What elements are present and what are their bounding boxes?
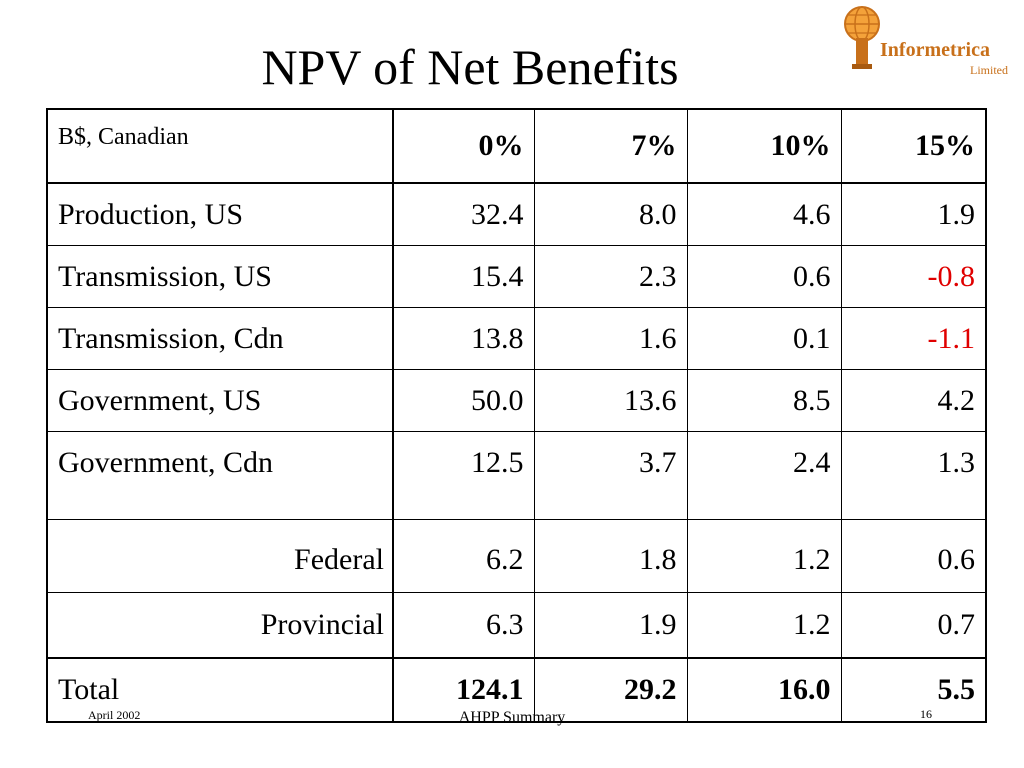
table-cell: 4.2 (840, 369, 987, 432)
table-cell-negative: -1.1 (840, 307, 987, 370)
row-label: Transmission, Cdn (46, 307, 394, 370)
table-cell-total: 16.0 (686, 657, 842, 723)
table-row: Transmission, US 15.4 2.3 0.6 -0.8 (46, 245, 987, 308)
table-cell: 1.6 (533, 307, 688, 370)
logo-subtitle: Limited (970, 63, 1008, 77)
table-cell: 32.4 (392, 182, 535, 246)
row-label: Total (46, 657, 394, 723)
table-row: Provincial 6.3 1.9 1.2 0.7 (46, 592, 987, 659)
table-cell: 4.6 (686, 182, 842, 246)
footer-title: AHPP Summary (458, 709, 566, 726)
slide-title: NPV of Net Benefits (261, 39, 679, 95)
table-cell: 0.6 (686, 245, 842, 308)
column-header: 7% (533, 108, 688, 184)
table-row: Transmission, Cdn 13.8 1.6 0.1 -1.1 (46, 307, 987, 370)
table-cell-negative: -0.8 (840, 245, 987, 308)
unit-label: B$, Canadian (46, 108, 394, 184)
table-cell: 13.6 (533, 369, 688, 432)
row-label: Government, US (46, 369, 394, 432)
globe-pillar-icon (844, 6, 880, 69)
page-number: 16 (920, 707, 932, 721)
table-cell: 13.8 (392, 307, 535, 370)
table-cell: 0.6 (840, 519, 987, 593)
table-cell: 1.9 (533, 592, 688, 659)
table-cell: 2.4 (686, 431, 842, 520)
table-cell: 6.3 (392, 592, 535, 659)
column-header: 10% (686, 108, 842, 184)
table-cell: 2.3 (533, 245, 688, 308)
table-header-row: B$, Canadian 0% 7% 10% 15% (46, 108, 987, 184)
table-row: Government, Cdn 12.5 3.7 2.4 1.3 (46, 431, 987, 520)
table-cell: 15.4 (392, 245, 535, 308)
table-cell: 0.1 (686, 307, 842, 370)
table-cell: 1.9 (840, 182, 987, 246)
table-cell: 1.3 (840, 431, 987, 520)
table-cell: 1.2 (686, 592, 842, 659)
row-label: Provincial (46, 592, 394, 659)
table-cell: 6.2 (392, 519, 535, 593)
table-cell-total: 5.5 (840, 657, 987, 723)
row-label: Government, Cdn (46, 431, 394, 520)
table-cell: 50.0 (392, 369, 535, 432)
logo-name: Informetrica (880, 39, 990, 61)
column-header: 0% (392, 108, 535, 184)
table-row: Federal 6.2 1.8 1.2 0.6 (46, 519, 987, 593)
row-label: Federal (46, 519, 394, 593)
table-cell: 8.0 (533, 182, 688, 246)
table-total-row: Total 124.1 29.2 16.0 5.5 (46, 657, 987, 723)
row-label: Production, US (46, 182, 394, 246)
table-cell-total: 29.2 (533, 657, 688, 723)
table-cell: 12.5 (392, 431, 535, 520)
table-cell: 0.7 (840, 592, 987, 659)
row-label: Transmission, US (46, 245, 394, 308)
column-header: 15% (840, 108, 987, 184)
npv-table: B$, Canadian 0% 7% 10% 15% Production, U… (46, 108, 987, 723)
table-cell-total: 124.1 (392, 657, 535, 723)
table-cell: 1.8 (533, 519, 688, 593)
table-cell: 1.2 (686, 519, 842, 593)
table-cell: 8.5 (686, 369, 842, 432)
table-row: Government, US 50.0 13.6 8.5 4.2 (46, 369, 987, 432)
table-row: Production, US 32.4 8.0 4.6 1.9 (46, 182, 987, 246)
company-logo: Informetrica Limited (842, 4, 1018, 77)
footer-date: April 2002 (88, 708, 141, 722)
table-cell: 3.7 (533, 431, 688, 520)
